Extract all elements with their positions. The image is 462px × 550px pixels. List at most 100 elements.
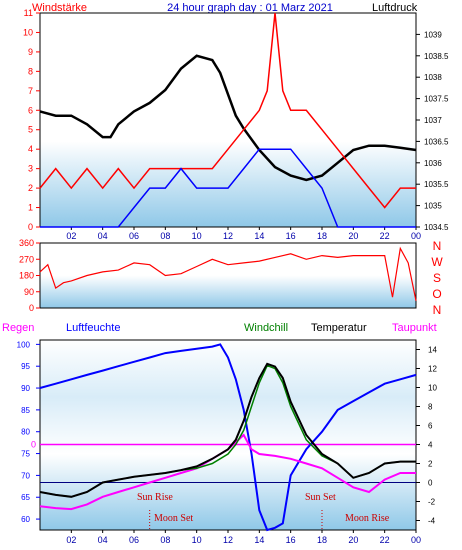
- dewpoint-label: Taupunkt: [392, 322, 437, 334]
- pressure-tick-label: 1038.5: [424, 52, 449, 61]
- dewpoint-line: [39, 433, 416, 511]
- moon-rise-label: Moon Rise: [345, 513, 390, 524]
- top-chart: 012345678910111034.510351035.510361036.5…: [23, 8, 449, 241]
- top-series-line: [40, 148, 416, 228]
- humidity-tick-label: 100: [17, 340, 31, 349]
- temperature-tick-label: 0: [428, 479, 433, 488]
- top-x-tick-label: 00: [411, 231, 421, 241]
- pressure-tick-label: 1035: [424, 202, 442, 211]
- humidity-tick-label: 90: [21, 384, 30, 393]
- bottom-x-tick-label: 12: [223, 535, 233, 545]
- bottom-x-tick-label: 00: [411, 535, 421, 545]
- direction-tick-label: 0: [29, 303, 34, 313]
- pressure-tick-label: 1038: [424, 73, 442, 82]
- humidity-line: [39, 343, 417, 532]
- bottom-x-tick-label: 10: [192, 535, 202, 545]
- humidity-tick-label: 70: [21, 471, 30, 480]
- wind-tick-label: 2: [28, 183, 33, 193]
- pressure-tick-label: 1037.5: [424, 95, 449, 104]
- humidity-tick-label: 60: [21, 515, 30, 524]
- bottom-plot-area: [39, 339, 417, 531]
- temperature-tick-label: 2: [428, 460, 433, 469]
- compass-w: W: [431, 255, 443, 269]
- bottom-x-tick-label: 18: [317, 535, 327, 545]
- top-x-tick-label: 02: [66, 231, 76, 241]
- temperature-line: [39, 362, 416, 498]
- top-x-tick-label: 12: [223, 231, 233, 241]
- humidity-tick-label: 95: [21, 362, 30, 371]
- wind-tick-label: 5: [28, 125, 33, 135]
- bottom-x-tick-label: 22: [380, 535, 390, 545]
- wind-axis-title: Windstärke: [32, 2, 87, 14]
- pressure-tick-label: 1036: [424, 159, 442, 168]
- top-x-tick-label: 06: [129, 231, 139, 241]
- mid-plot-area: [39, 242, 417, 309]
- compass-s: S: [433, 271, 441, 285]
- compass-n-top: N: [433, 239, 442, 253]
- humidity-tick-label: 65: [21, 493, 30, 502]
- humidity-tick-label: 75: [21, 450, 30, 459]
- direction-tick-label: 270: [19, 254, 34, 264]
- temperature-label: Temperatur: [311, 322, 367, 334]
- wind-tick-label: 7: [28, 86, 33, 96]
- temperature-tick-label: 14: [428, 346, 437, 355]
- compass-o: O: [432, 287, 441, 301]
- top-x-tick-label: 22: [380, 231, 390, 241]
- temperature-tick-label: 6: [428, 422, 433, 431]
- temperature-tick-label: 4: [428, 441, 433, 450]
- pressure-tick-label: 1034.5: [424, 223, 449, 232]
- mid-chart: 0 90 180 270 360: [19, 238, 417, 313]
- rain-tick-label: 0: [31, 440, 36, 450]
- top-x-tick-label: 18: [317, 231, 327, 241]
- temperature-tick-label: -2: [428, 498, 436, 507]
- direction-tick-label: 180: [19, 271, 34, 281]
- bottom-x-tick-label: 06: [129, 535, 139, 545]
- temperature-tick-label: 10: [428, 384, 437, 393]
- windchill-label: Windchill: [244, 322, 288, 334]
- top-x-tick-label: 16: [286, 231, 296, 241]
- direction-tick-label: 90: [24, 287, 34, 297]
- wind-tick-label: 3: [28, 164, 33, 174]
- compass-n-bottom: N: [433, 303, 442, 317]
- wind-tick-label: 10: [23, 27, 33, 37]
- bottom-x-tick-label: 14: [254, 535, 264, 545]
- pressure-tick-label: 1039: [424, 30, 442, 39]
- wind-direction-line: [39, 246, 417, 301]
- top-x-tick-label: 04: [98, 231, 108, 241]
- direction-tick-label: 360: [19, 238, 34, 248]
- bottom-x-tick-label: 08: [160, 535, 170, 545]
- top-plot-area: [39, 12, 417, 228]
- temperature-tick-label: 8: [428, 403, 433, 412]
- sun-rise-label: Sun Rise: [137, 492, 173, 503]
- pressure-tick-label: 1037: [424, 116, 442, 125]
- humidity-tick-label: 85: [21, 406, 30, 415]
- rain-label: Regen: [2, 322, 34, 334]
- bottom-x-tick-label: 04: [98, 535, 108, 545]
- temperature-tick-label: -4: [428, 517, 436, 526]
- top-x-tick-label: 20: [348, 231, 358, 241]
- bottom-x-tick-label: 16: [286, 535, 296, 545]
- top-x-tick-label: 14: [254, 231, 264, 241]
- wind-tick-label: 9: [28, 47, 33, 57]
- wind-tick-label: 4: [28, 144, 33, 154]
- pressure-axis-title: Luftdruck: [372, 2, 418, 14]
- humidity-label: Luftfeuchte: [66, 322, 120, 334]
- top-series-line: [39, 12, 416, 209]
- page-title: 24 hour graph day : 01 Marz 2021: [167, 2, 333, 14]
- humidity-tick-label: 80: [21, 428, 30, 437]
- wind-tick-label: 11: [24, 8, 33, 18]
- wind-tick-label: 6: [28, 105, 33, 115]
- wind-tick-label: 0: [28, 222, 33, 232]
- top-series-line: [39, 54, 417, 182]
- wind-tick-label: 8: [28, 66, 33, 76]
- top-x-tick-label: 10: [192, 231, 202, 241]
- pressure-tick-label: 1035.5: [424, 180, 449, 189]
- wind-tick-label: 1: [28, 203, 33, 213]
- pressure-tick-label: 1036.5: [424, 137, 449, 146]
- bottom-x-tick-label: 02: [66, 535, 76, 545]
- sun-set-label: Sun Set: [305, 492, 336, 503]
- bottom-x-tick-label: 20: [348, 535, 358, 545]
- moon-set-label: Moon Set: [154, 513, 193, 524]
